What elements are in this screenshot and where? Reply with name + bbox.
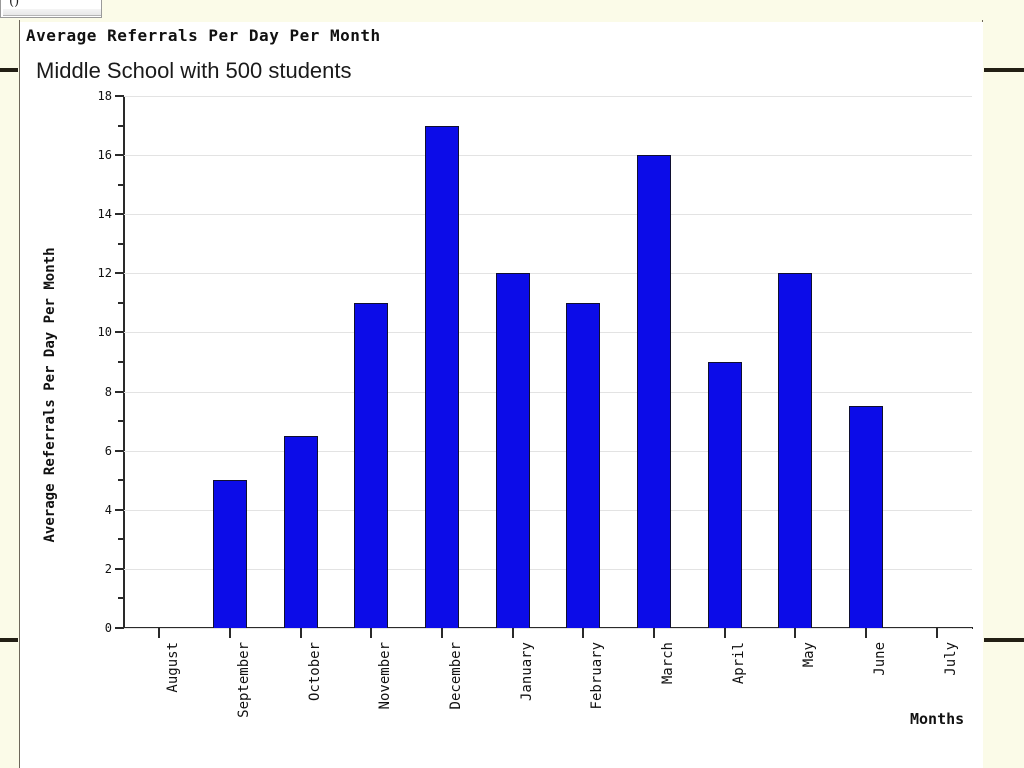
gridline <box>124 450 972 452</box>
gridline <box>124 509 972 511</box>
plot-area: 0 2 4 6 8 10 12 14 16 18 August September October Nov… <box>98 89 973 718</box>
gridline <box>124 155 972 157</box>
bar-june <box>849 406 883 628</box>
chart-panel: Average Referrals Per Day Per Month Midd… <box>20 22 983 768</box>
y-axis-minor-tick <box>118 538 124 541</box>
y-axis-tick-label: 2 <box>104 561 112 576</box>
y-axis-line <box>123 96 125 628</box>
x-axis-tick-label: December <box>448 642 464 710</box>
slide-frame-left <box>19 20 20 768</box>
x-axis-tick <box>653 628 655 638</box>
x-axis-tick-label: March <box>660 642 676 685</box>
y-axis-tick <box>115 95 124 97</box>
chart-title: Average Referrals Per Day Per Month <box>26 26 381 45</box>
bar-september <box>213 480 247 628</box>
gridline <box>124 96 972 97</box>
x-axis-tick-label: May <box>801 642 818 668</box>
x-axis-tick-label: October <box>306 642 323 702</box>
y-axis-tick <box>115 449 124 452</box>
gridline <box>124 273 972 275</box>
bar-january <box>495 273 530 628</box>
y-axis-tick-label: 12 <box>97 266 112 281</box>
gridline <box>124 568 972 570</box>
gridline <box>124 332 972 334</box>
x-axis-tick <box>511 628 514 638</box>
y-axis-tick-label: 14 <box>97 207 112 222</box>
y-axis-minor-tick <box>118 597 124 600</box>
gridline <box>124 628 972 629</box>
x-axis-tick <box>441 628 443 638</box>
gridline <box>124 214 972 216</box>
bar-october <box>283 435 318 628</box>
x-axis-tick <box>229 628 231 638</box>
y-axis-tick <box>115 272 124 275</box>
x-axis-tick <box>370 628 373 638</box>
y-axis-minor-tick <box>118 242 124 245</box>
y-axis-minor-tick <box>118 301 124 304</box>
y-axis-tick <box>115 390 124 393</box>
bar-march <box>637 155 671 628</box>
bar-december <box>425 125 459 628</box>
bar-november <box>354 302 389 628</box>
x-axis-tick <box>794 628 797 638</box>
y-axis-minor-tick <box>118 361 124 363</box>
edge-mark-top-right <box>984 68 1024 72</box>
toolbar-artifact-label: () <box>9 0 20 9</box>
bar-february <box>566 302 601 628</box>
y-axis-tick-label: 16 <box>97 148 112 163</box>
x-axis-tick-label: August <box>165 642 182 693</box>
y-axis-tick-label: 0 <box>104 621 112 635</box>
x-axis-tick-label: January <box>518 642 535 702</box>
y-axis-minor-tick <box>118 124 124 127</box>
gridline <box>124 391 972 393</box>
x-axis-tick <box>723 628 726 638</box>
edge-mark-bottom-right <box>984 638 1024 642</box>
x-axis-tick-label: June <box>872 642 888 676</box>
x-axis-tick-label: February <box>589 642 606 710</box>
y-axis-minor-tick <box>118 183 124 186</box>
y-axis-tick <box>115 154 124 157</box>
toolbar-artifact-shadow <box>3 9 101 16</box>
y-axis-minor-tick <box>118 479 124 482</box>
edge-mark-bottom-left <box>0 638 18 642</box>
y-axis-tick <box>115 213 124 216</box>
x-axis-tick <box>935 628 938 638</box>
y-axis-tick <box>115 567 124 570</box>
toolbar-artifact[interactable]: () <box>0 0 102 18</box>
bar-april <box>707 362 742 628</box>
y-axis-tick-label: 4 <box>104 502 112 517</box>
y-axis-tick-label: 6 <box>104 443 112 458</box>
y-axis-tick-label: 10 <box>97 325 112 340</box>
y-axis-tick <box>115 508 124 511</box>
x-axis-tick-label: July <box>942 642 959 676</box>
x-axis-tick <box>158 628 161 638</box>
y-axis-tick-label: 18 <box>97 89 112 103</box>
plot-background <box>124 96 972 628</box>
y-axis-tick <box>115 331 124 334</box>
chart-subtitle: Middle School with 500 students <box>36 58 352 83</box>
x-axis-tick <box>299 628 302 638</box>
x-axis-tick-label: November <box>377 642 394 710</box>
x-axis-tick-label: September <box>236 642 252 718</box>
y-axis-title: Average Referrals Per Day Per Month <box>42 247 58 543</box>
y-axis-minor-tick <box>118 420 124 423</box>
x-axis-title: Months <box>910 710 965 728</box>
y-axis-tick-label: 8 <box>104 384 112 399</box>
y-axis-tick <box>115 627 124 629</box>
edge-mark-top-left <box>0 68 18 72</box>
bar-may <box>778 273 813 628</box>
x-axis-tick <box>582 628 585 638</box>
x-axis-tick-label: April <box>730 642 747 685</box>
x-axis-tick <box>865 628 867 638</box>
